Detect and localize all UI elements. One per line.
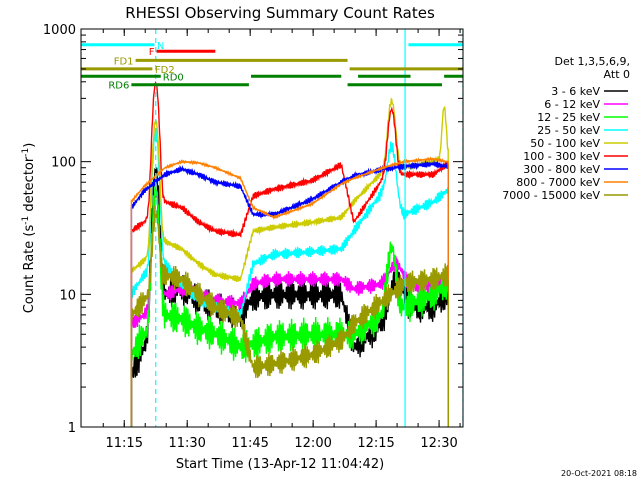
state-bar-label-rd0: RD0 — [163, 72, 184, 83]
y-tick-label-1: 10 — [59, 288, 76, 303]
chart-title: RHESSI Observing Summary Count Rates — [125, 4, 435, 22]
legend-label-4: 50 - 100 keV — [530, 137, 600, 150]
y-tick-label-2: 100 — [51, 156, 76, 171]
x-tick-label-2: 11:45 — [231, 436, 268, 451]
x-tick-label-3: 12:00 — [294, 436, 331, 451]
y-axis-label-mid: detector — [22, 156, 37, 216]
y-axis: 1 10 100 1000 — [43, 23, 463, 436]
y-tick-label-3: 1000 — [43, 23, 76, 38]
state-bar-label-rd6: RD6 — [108, 81, 129, 92]
series-line-5 — [130, 80, 449, 427]
series-line-7 — [130, 156, 449, 427]
x-axis: 11:15 11:30 11:45 12:00 12:15 12:30 — [102, 29, 461, 451]
y-tick-label-0: 1 — [68, 421, 76, 436]
state-bar-label-f: F — [149, 47, 155, 58]
plot-frame — [80, 28, 464, 428]
x-tick-label-0: 11:15 — [106, 436, 143, 451]
legend-label-0: 3 - 6 keV — [551, 85, 600, 98]
legend-label-5: 100 - 300 keV — [523, 150, 600, 163]
series-layer — [130, 80, 449, 427]
legend-label-7: 800 - 7000 keV — [516, 176, 600, 189]
legend-label-3: 25 - 50 keV — [537, 124, 600, 137]
x-tick-label-5: 12:30 — [420, 436, 457, 451]
series-line-2 — [130, 184, 449, 427]
series-line-8 — [130, 205, 449, 427]
state-bar-label-fd1: FD1 — [114, 56, 134, 67]
series-line-4 — [130, 97, 449, 427]
legend-label-8: 7000 - 15000 keV — [502, 189, 600, 202]
y-axis-label: Count Rate (s-1 detector-1) — [21, 143, 37, 314]
legend-header-line2: Att 0 — [604, 68, 630, 81]
legend-label-2: 12 - 25 keV — [537, 111, 600, 124]
y-axis-label-end: ) — [22, 143, 37, 148]
y-axis-label-main: Count Rate (s — [22, 225, 37, 314]
legend-header-line1: Det 1,3,5,6,9, — [554, 55, 630, 68]
legend-label-1: 6 - 12 keV — [544, 98, 600, 111]
y-axis-label-sup1: -1 — [21, 216, 31, 225]
footer-timestamp: 20-Oct-2021 08:18 — [561, 469, 637, 478]
state-bar-label-fd2: FD2 — [155, 65, 175, 76]
x-tick-label-4: 12:15 — [357, 436, 394, 451]
x-tick-label-1: 11:30 — [168, 436, 205, 451]
series-line-6 — [130, 159, 449, 427]
state-bar-label-n: N — [157, 41, 164, 52]
vline-layer — [81, 29, 463, 427]
x-axis-label: Start Time (13-Apr-12 11:04:42) — [176, 457, 384, 472]
y-axis-label-sup2: -1 — [21, 148, 31, 157]
legend-label-6: 300 - 800 keV — [523, 163, 600, 176]
